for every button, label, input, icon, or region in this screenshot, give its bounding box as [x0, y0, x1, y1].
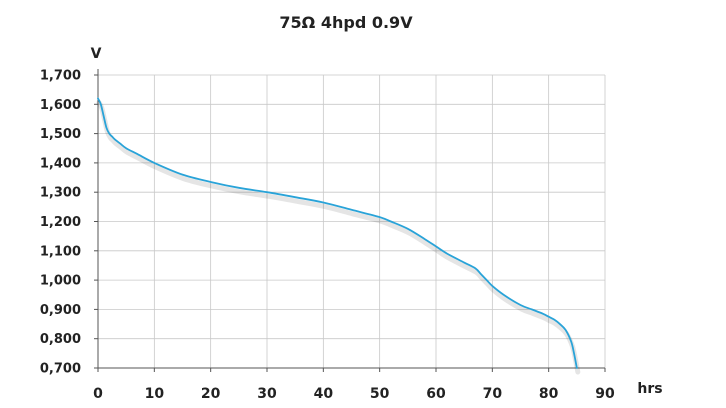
y-tick-label: 1,500	[40, 127, 81, 142]
x-tick-label: 60	[426, 386, 446, 402]
y-tick-label: 1,700	[40, 69, 81, 84]
series	[96, 97, 581, 375]
x-tick-label: 80	[539, 386, 559, 402]
y-axis-label: V	[91, 46, 102, 62]
series-line	[97, 97, 578, 369]
x-tick-label: 10	[145, 386, 165, 402]
y-tick-label: 0,700	[40, 362, 81, 377]
y-tick-label: 0,800	[40, 332, 81, 347]
y-tick-label: 1,300	[40, 186, 81, 201]
series-line-shadow	[96, 99, 581, 375]
x-tick-label: 20	[201, 386, 221, 402]
y-tick-label: 1,200	[40, 215, 81, 230]
y-tick-label: 1,600	[40, 98, 81, 113]
x-tick-label: 70	[483, 386, 503, 402]
axes	[94, 69, 606, 372]
y-tick-label: 0,900	[40, 303, 81, 318]
x-tick-label: 0	[93, 386, 103, 402]
x-tick-label: 30	[257, 386, 277, 402]
chart-title: 75Ω 4hpd 0.9V	[279, 13, 413, 32]
x-axis-label: hrs	[637, 381, 662, 397]
x-tick-label: 40	[314, 386, 334, 402]
y-tick-label: 1,400	[40, 156, 81, 171]
grid	[98, 74, 606, 369]
y-tick-label: 1,000	[40, 274, 81, 289]
x-tick-label: 50	[370, 386, 390, 402]
tick-labels: 0,700 0,800 0,900 1,000 1,100 1,200 1,300 1,400…	[40, 69, 615, 403]
y-tick-label: 1,100	[40, 244, 81, 259]
x-tick-label: 90	[595, 386, 615, 402]
